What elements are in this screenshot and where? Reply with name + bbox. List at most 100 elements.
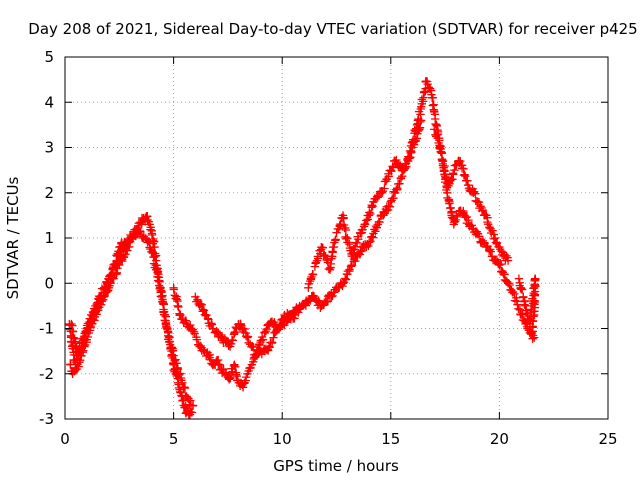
data-point-marker — [417, 116, 426, 125]
y-tick-labels: -3 -2 -1 0 1 2 3 4 5 — [39, 48, 54, 428]
data-point-marker — [114, 247, 123, 256]
data-point-marker — [518, 285, 527, 294]
data-point-marker — [147, 247, 157, 256]
data-point-marker — [71, 357, 80, 367]
data-point-marker — [171, 355, 180, 364]
data-point-marker — [463, 181, 473, 190]
data-point-marker — [478, 205, 488, 215]
data-point-marker — [264, 346, 273, 355]
chart-title: Day 208 of 2021, Sidereal Day-to-day VTE… — [28, 20, 637, 38]
data-point-marker — [185, 400, 194, 409]
data-point-marker — [160, 310, 170, 320]
data-point-marker — [240, 324, 249, 334]
data-point-marker — [269, 333, 278, 342]
data-point-marker — [513, 300, 522, 309]
data-point-marker — [364, 238, 374, 247]
data-point-marker — [78, 336, 88, 345]
x-tick-label: 10 — [273, 430, 292, 448]
data-point-marker — [367, 232, 377, 241]
data-point-marker — [347, 261, 357, 270]
data-point-marker — [77, 339, 86, 348]
data-point-marker — [167, 343, 177, 352]
data-point-marker — [461, 171, 470, 181]
data-point-marker — [197, 300, 206, 309]
data-point-marker — [486, 247, 495, 256]
data-point-marker — [254, 345, 263, 355]
x-tick-label: 5 — [169, 430, 179, 448]
data-point-marker — [227, 339, 236, 348]
data-point-marker — [339, 214, 348, 223]
data-point-marker — [181, 402, 190, 411]
data-point-marker — [67, 319, 76, 329]
data-point-marker — [503, 256, 513, 265]
data-point-marker — [484, 220, 493, 229]
y-tick-label: 0 — [44, 274, 54, 292]
data-point-marker — [320, 250, 329, 260]
x-tick-label: 15 — [381, 430, 400, 448]
x-tick-label: 20 — [490, 430, 509, 448]
data-point-marker — [231, 362, 240, 371]
data-point-marker — [265, 343, 274, 352]
data-point-marker — [226, 373, 235, 382]
data-point-marker — [97, 293, 107, 302]
data-point-marker — [121, 238, 130, 247]
data-point-marker — [341, 274, 350, 283]
data-point-marker — [393, 184, 402, 193]
data-point-marker — [423, 79, 432, 89]
data-point-marker — [417, 102, 426, 111]
data-point-marker — [198, 305, 208, 314]
data-point-marker — [438, 156, 448, 166]
data-point-marker — [72, 354, 82, 363]
data-point-marker — [248, 342, 257, 351]
data-point-marker — [514, 274, 524, 283]
data-point-marker — [172, 359, 181, 368]
data-point-marker — [409, 140, 419, 149]
y-tick-label: -1 — [39, 320, 54, 338]
data-point-marker — [358, 225, 367, 234]
data-point-marker — [262, 325, 271, 334]
data-points — [65, 77, 540, 419]
data-point-marker — [445, 199, 454, 208]
data-point-marker — [346, 262, 356, 271]
data-point-marker — [402, 162, 411, 171]
data-point-marker — [411, 137, 420, 146]
data-point-marker — [377, 188, 387, 197]
data-point-marker — [87, 314, 97, 323]
data-point-marker — [520, 300, 529, 309]
data-point-marker — [372, 223, 382, 232]
data-point-marker — [364, 241, 373, 251]
data-point-marker — [351, 256, 360, 266]
data-point-marker — [155, 284, 164, 294]
data-point-marker — [74, 362, 83, 371]
data-point-marker — [186, 396, 195, 405]
data-point-marker — [331, 235, 340, 244]
y-tick-label: -3 — [39, 410, 54, 428]
data-point-marker — [385, 202, 395, 211]
data-point-marker — [452, 211, 461, 220]
data-point-marker — [83, 323, 92, 332]
data-point-marker — [471, 189, 480, 198]
data-point-marker — [380, 184, 389, 193]
data-point-marker — [475, 232, 484, 241]
data-point-marker — [389, 163, 398, 172]
data-point-marker — [146, 225, 155, 234]
data-point-marker — [106, 271, 115, 280]
data-point-marker — [436, 147, 445, 156]
data-point-marker — [361, 219, 370, 229]
data-point-marker — [176, 310, 185, 319]
data-point-marker — [428, 101, 437, 110]
data-point-marker — [187, 408, 197, 417]
data-point-marker — [366, 209, 375, 219]
data-point-marker — [530, 310, 539, 320]
data-point-marker — [92, 306, 101, 315]
data-point-marker — [242, 372, 251, 382]
y-tick-label: 2 — [44, 184, 54, 202]
data-point-marker — [186, 321, 195, 330]
data-point-marker — [224, 375, 234, 384]
data-point-marker — [519, 292, 528, 301]
data-point-marker — [362, 216, 371, 225]
data-point-marker — [354, 235, 363, 244]
data-point-marker — [310, 262, 320, 271]
data-point-marker — [407, 147, 416, 157]
